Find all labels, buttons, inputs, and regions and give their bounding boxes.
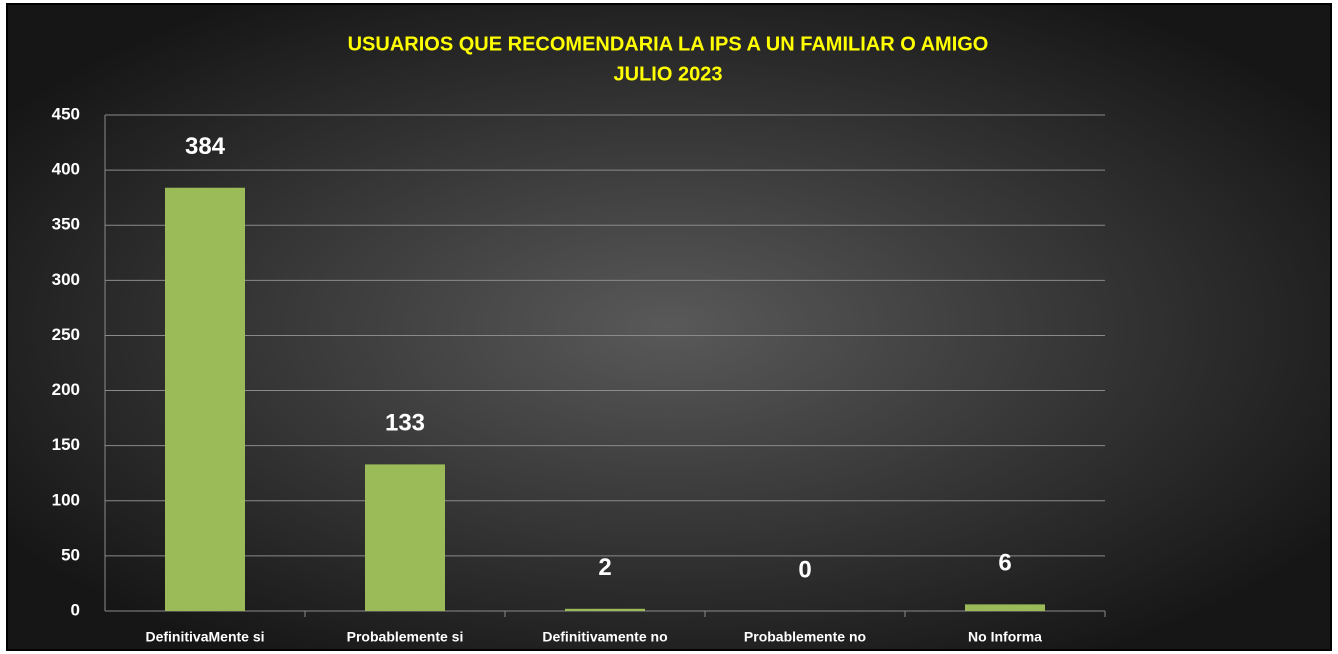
- data-label: 384: [185, 133, 226, 160]
- chart-title: USUARIOS QUE RECOMENDARIA LA IPS A UN FA…: [348, 33, 989, 55]
- y-tick-label: 100: [52, 490, 80, 509]
- data-label: 2: [598, 554, 611, 581]
- bar: [165, 187, 245, 611]
- bar: [565, 608, 645, 611]
- y-tick-label: 400: [52, 160, 80, 179]
- y-tick-label: 350: [52, 215, 80, 234]
- bar: [965, 604, 1045, 611]
- x-tick-label: Probablemente no: [744, 629, 866, 645]
- x-tick-label: Definitivamente no: [542, 629, 667, 645]
- y-tick-label: 450: [52, 104, 80, 123]
- data-label: 133: [385, 410, 425, 437]
- y-tick-label: 200: [52, 380, 80, 399]
- y-tick-label: 150: [52, 435, 80, 454]
- y-tick-label: 0: [71, 600, 80, 619]
- data-label: 0: [798, 556, 811, 583]
- data-label: 6: [998, 550, 1011, 577]
- bar: [365, 464, 445, 611]
- x-tick-label: Probablemente si: [347, 629, 464, 645]
- y-tick-label: 250: [52, 325, 80, 344]
- chart-subtitle: JULIO 2023: [614, 63, 723, 85]
- y-tick-label: 50: [61, 545, 80, 564]
- x-tick-label: No Informa: [968, 629, 1042, 645]
- x-tick-label: DefinitivaMente si: [145, 629, 264, 645]
- y-tick-label: 300: [52, 270, 80, 289]
